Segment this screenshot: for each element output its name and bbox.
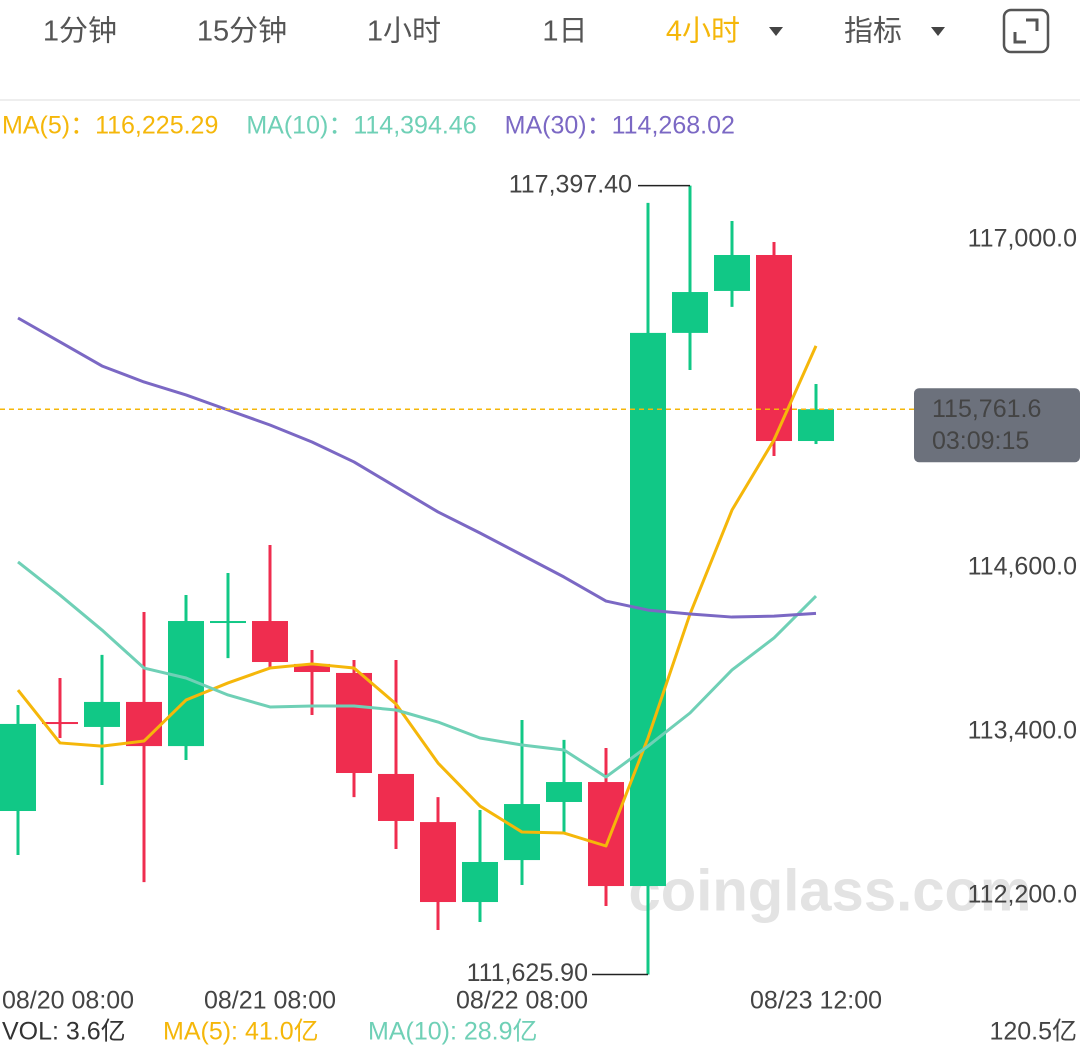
legend-text: 114,268.02 [612,112,735,140]
candle-body [252,621,288,663]
legend-text: MA(30) [505,112,587,140]
volume-ma5: MA(5): 41.0亿 [163,1018,319,1046]
high-label: 117,397.40 [509,170,632,198]
volume-label: VOL: 3.6亿 [2,1018,126,1046]
y-tick-label: 117,000.0 [968,225,1077,253]
candle-body [126,701,162,747]
ma-line [17,560,818,779]
legend-text: ： [587,112,612,140]
candle-body [420,822,456,903]
low-label: 111,625.90 [467,959,588,987]
candle-body [714,254,750,291]
candle-body [462,861,498,903]
candle-body [546,782,582,802]
tab-bar: 1分钟 15分钟 1小时 1日 4小时 指标 [0,8,1080,101]
ma-legend: MA(5)： 116,225.29 MA(10)： 114,394.46 MA(30)：… [2,112,735,140]
last-price-label: 115,761.6 [932,395,1041,423]
watermark: coinglass.com [629,858,1032,923]
last-price-box [914,388,1080,463]
candle-body [42,722,78,725]
candle-body [0,723,36,812]
x-tick-label: 08/23 12:00 [750,987,882,1015]
tab[interactable]: 指标 [844,15,902,48]
candle-body [336,672,372,774]
volume-axis-max: 120.5亿 [989,1018,1077,1046]
ma-line [17,316,817,619]
tab[interactable]: 1小时 [367,15,441,48]
candle-body [84,701,120,727]
volume-ma10: MA(10): 28.9亿 [368,1018,538,1046]
countdown: 03:09:15 [932,427,1029,455]
candle-body [378,773,414,821]
candle-body [588,782,624,887]
dropdown-arrow[interactable] [931,27,945,36]
x-tick-label: 08/21 08:00 [204,987,336,1015]
tab[interactable]: 15分钟 [197,15,287,48]
legend-text: MA(10) [246,112,328,140]
dropdown-arrow[interactable] [769,27,783,36]
candle-body [210,621,246,624]
volume-legend: VOL: 3.6亿 MA(5): 41.0亿 MA(10): 28.9亿 120… [2,1018,1077,1046]
y-tick-label: 112,200.0 [968,881,1077,909]
plot: 117,000.0 114,600.0 113,400.0 112,200.0 08/2… [0,170,1080,1015]
legend-text: 116,225.29 [95,112,218,140]
tab[interactable]: 4小时 [666,15,740,48]
y-tick-label: 113,400.0 [968,717,1077,745]
legend-text: ： [70,112,95,140]
candle-body [798,409,834,442]
low-label-bg [448,958,588,991]
x-tick-label: 08/20 08:00 [2,987,134,1015]
candle-body [672,292,708,333]
legend-text: ： [328,112,353,140]
ma-line [16,345,818,848]
tab[interactable]: 1日 [542,16,587,48]
y-tick-label: 114,600.0 [968,553,1077,581]
tab[interactable]: 1分钟 [43,15,117,48]
legend-text: MA(5) [2,112,70,140]
fullscreen-button[interactable] [1002,8,1050,54]
x-tick-label: 08/22 08:00 [456,987,588,1015]
legend-text: 114,394.46 [353,112,476,140]
candle-body [294,663,330,673]
